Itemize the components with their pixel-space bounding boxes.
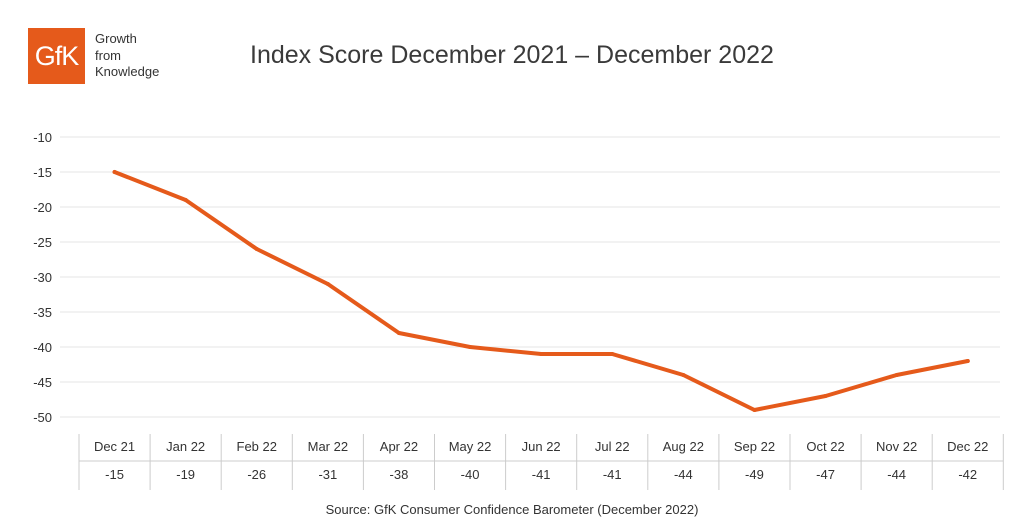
chart-title: Index Score December 2021 – December 202… [250, 41, 774, 69]
data-point [681, 373, 686, 377]
y-tick-label: -30 [33, 270, 52, 285]
table-value: -38 [390, 467, 409, 482]
table-value: -42 [958, 467, 977, 482]
x-tick-label: May 22 [449, 439, 492, 454]
table-value: -44 [887, 467, 906, 482]
tagline: Growth from Knowledge [95, 31, 159, 81]
table-value: -49 [745, 467, 764, 482]
table-value: -41 [603, 467, 622, 482]
x-tick-label: Mar 22 [308, 439, 348, 454]
table-value: -26 [247, 467, 266, 482]
y-tick-label: -40 [33, 340, 52, 355]
x-tick-label: Jan 22 [166, 439, 205, 454]
table-value: -41 [532, 467, 551, 482]
y-tick-label: -10 [33, 130, 52, 145]
data-point [823, 394, 828, 398]
table-value: -47 [816, 467, 835, 482]
source-note: Source: GfK Consumer Confidence Baromete… [325, 502, 699, 517]
table-value: -44 [674, 467, 693, 482]
x-tick-label: Aug 22 [663, 439, 704, 454]
y-tick-label: -20 [33, 200, 52, 215]
table-value: -40 [461, 467, 480, 482]
x-tick-label: Jun 22 [522, 439, 561, 454]
data-point [183, 198, 188, 202]
y-tick-label: -25 [33, 235, 52, 250]
data-point [610, 352, 615, 356]
data-point [894, 373, 899, 377]
x-tick-label: Sep 22 [734, 439, 775, 454]
table-value: -19 [176, 467, 195, 482]
data-point [468, 345, 473, 349]
x-tick-label: Dec 22 [947, 439, 988, 454]
y-tick-label: -45 [33, 375, 52, 390]
data-point [325, 282, 330, 286]
table-value: -31 [318, 467, 337, 482]
tagline-line-2: from [95, 47, 121, 63]
x-tick-label: Dec 21 [94, 439, 135, 454]
tagline-line-1: Growth [95, 31, 137, 46]
x-tick-label: Apr 22 [380, 439, 418, 454]
data-point [752, 408, 757, 412]
gfk-logo: GfK [28, 28, 85, 84]
series-line [112, 170, 970, 412]
x-tick-label: Nov 22 [876, 439, 917, 454]
data-point [965, 359, 970, 363]
logo-text: GfK [34, 40, 80, 71]
data-point [254, 247, 259, 251]
y-tick-label: -50 [33, 410, 52, 425]
y-tick-label: -35 [33, 305, 52, 320]
table-value: -15 [105, 467, 124, 482]
data-point [396, 331, 401, 335]
x-tick-label: Feb 22 [237, 439, 277, 454]
y-tick-label: -15 [33, 165, 52, 180]
data-point [112, 170, 117, 174]
x-tick-label: Oct 22 [806, 439, 844, 454]
x-tick-label: Jul 22 [595, 439, 630, 454]
line-chart: -10 -15 -20 -25 -30 -35 -40 -45 -50 Dec 21 -15 Jan … [33, 130, 1004, 490]
data-point [539, 352, 544, 356]
tagline-line-3: Knowledge [95, 64, 160, 79]
